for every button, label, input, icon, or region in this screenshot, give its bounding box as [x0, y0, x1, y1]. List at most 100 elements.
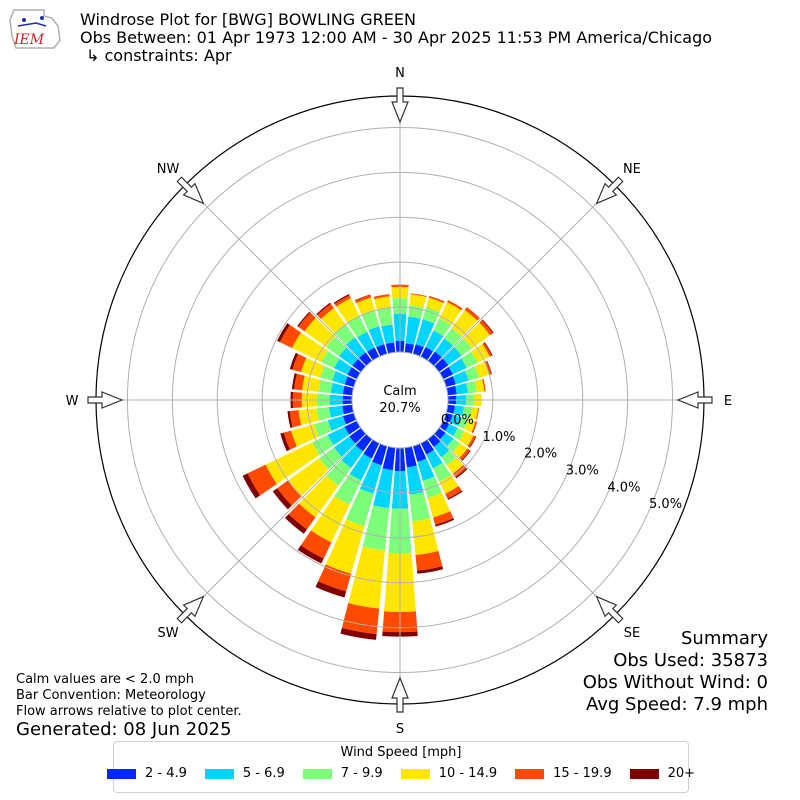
sector-bar-segment — [443, 376, 456, 388]
sector-bar-segment — [265, 442, 320, 484]
sector-bar-segment — [445, 486, 462, 499]
legend-title: Wind Speed [mph] — [340, 745, 462, 760]
avg-speed: Avg Speed: 7.9 mph — [586, 694, 768, 715]
sector-bar-segment — [367, 347, 380, 361]
sector-bar-segment — [464, 307, 480, 321]
obs-between: Obs Between: 01 Apr 1973 12:00 AM - 30 A… — [80, 28, 713, 47]
sector-bar-segment — [363, 439, 380, 459]
grid-spoke — [184, 184, 367, 367]
legend-label: 7 - 9.9 — [340, 766, 383, 781]
sector-bar-segment — [444, 328, 462, 346]
sector-bar-segment — [409, 492, 431, 522]
direction-label: SW — [158, 626, 179, 641]
sector-bar-segment — [327, 426, 350, 446]
sector-bar-segment — [374, 296, 391, 310]
sector-bar-segment — [277, 323, 290, 343]
direction-label: E — [724, 394, 732, 409]
sector-bar-segment — [348, 546, 385, 609]
sector-bar-segment — [412, 518, 439, 556]
sector-bar-segment — [361, 309, 380, 331]
sector-bar-segment — [461, 351, 478, 368]
sector-bar-segment — [486, 360, 493, 375]
sector-bar-segment — [314, 420, 332, 437]
sector-bar-segment — [405, 316, 421, 345]
sector-bar-segment — [464, 419, 476, 433]
sector-bar-segment — [482, 378, 486, 392]
sector-bar-segment — [452, 370, 469, 385]
legend-label: 15 - 19.9 — [553, 766, 612, 781]
flow-arrows-note: Flow arrows relative to plot center. — [16, 704, 242, 719]
sector-bar-segment — [439, 366, 453, 380]
sector-bar-segment — [458, 430, 474, 447]
direction-arrow — [676, 391, 713, 409]
sector-bar-segment — [412, 344, 424, 357]
sector-bar-segment — [435, 518, 455, 527]
sector-bar-segment — [349, 453, 372, 481]
legend-item: 5 - 6.9 — [204, 766, 285, 781]
radial-tick-label: 3.0% — [566, 463, 599, 478]
sector-bar-segment — [449, 414, 462, 427]
sector-bar-segment — [446, 457, 464, 474]
sector-bar-segment — [272, 488, 292, 510]
sector-bar-segment — [420, 439, 435, 455]
radial-tick-label: 5.0% — [649, 497, 682, 512]
sector-bar-segment — [433, 441, 450, 458]
chart-title: Windrose Plot for [BWG] BOWLING GREEN — [80, 10, 416, 29]
sector-bar-segment — [284, 514, 307, 534]
sector-bar-segment — [356, 297, 375, 315]
summary-title: Summary — [681, 628, 768, 649]
sector-bar-segment — [461, 450, 471, 461]
sector-bar-segment — [427, 492, 451, 518]
sector-bar-segment — [462, 406, 472, 418]
sector-bar-segment — [355, 294, 372, 304]
sector-bar-segment — [346, 488, 374, 527]
sector-bar-segment — [440, 432, 454, 447]
sectors-layer — [242, 284, 494, 640]
sector-bar-segment — [428, 434, 441, 448]
generated-date: Generated: 08 Jun 2025 — [16, 719, 232, 740]
sector-bar-segment — [289, 352, 299, 370]
sector-bar-segment — [288, 458, 329, 497]
sector-bar-segment — [404, 446, 417, 468]
sector-bar-segment — [334, 436, 356, 457]
legend-label: 10 - 14.9 — [438, 766, 498, 781]
sector-bar-segment — [297, 311, 311, 327]
sector-bar-segment — [315, 581, 347, 598]
sector-bar-segment — [455, 468, 468, 479]
sector-bar-segment — [446, 404, 455, 414]
legend-swatch — [400, 768, 430, 779]
sector-bar-segment — [382, 446, 396, 471]
sector-bar-segment — [368, 326, 385, 348]
sector-bar-segment — [280, 432, 290, 452]
sector-bar-segment — [347, 315, 368, 338]
sector-bar-segment — [433, 511, 454, 525]
direction-label: W — [66, 394, 79, 409]
sector-bar-segment — [327, 416, 347, 431]
sector-bar-segment — [333, 294, 350, 304]
direction-label: NW — [157, 162, 180, 177]
sector-bar-segment — [289, 410, 302, 428]
sector-bar-segment — [298, 312, 316, 332]
sector-bar-segment — [481, 319, 494, 334]
obs-without-wind: Obs Without Wind: 0 — [582, 672, 768, 693]
sector-bar-segment — [300, 530, 332, 559]
bar-convention-note: Bar Convention: Meteorology — [16, 688, 206, 703]
sector-bar-segment — [357, 331, 375, 352]
sector-bar-segment — [410, 293, 427, 297]
sector-bar-segment — [441, 450, 457, 466]
sector-bar-segment — [294, 373, 305, 391]
sector-bar-segment — [453, 405, 464, 416]
calm-value: 20.7% — [379, 401, 420, 416]
direction-label: S — [396, 722, 404, 737]
sector-bar-segment — [474, 361, 490, 378]
legend-swatch — [106, 768, 136, 779]
legend-item: 15 - 19.9 — [515, 766, 612, 781]
legend-items: 2 - 4.9 5 - 6.9 7 - 9.9 10 - 14.9 15 - 19.9 2… — [106, 766, 695, 781]
sector-bar-segment — [342, 385, 354, 396]
grid-spoke — [433, 433, 616, 616]
sector-bar-segment — [299, 475, 339, 518]
direction-arrow — [595, 176, 624, 205]
sector-bar-segment — [408, 305, 424, 319]
sector-bar-segment — [320, 308, 346, 334]
sector-bar-segment — [297, 545, 324, 564]
